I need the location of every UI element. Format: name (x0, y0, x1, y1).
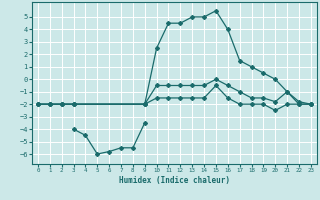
X-axis label: Humidex (Indice chaleur): Humidex (Indice chaleur) (119, 176, 230, 185)
